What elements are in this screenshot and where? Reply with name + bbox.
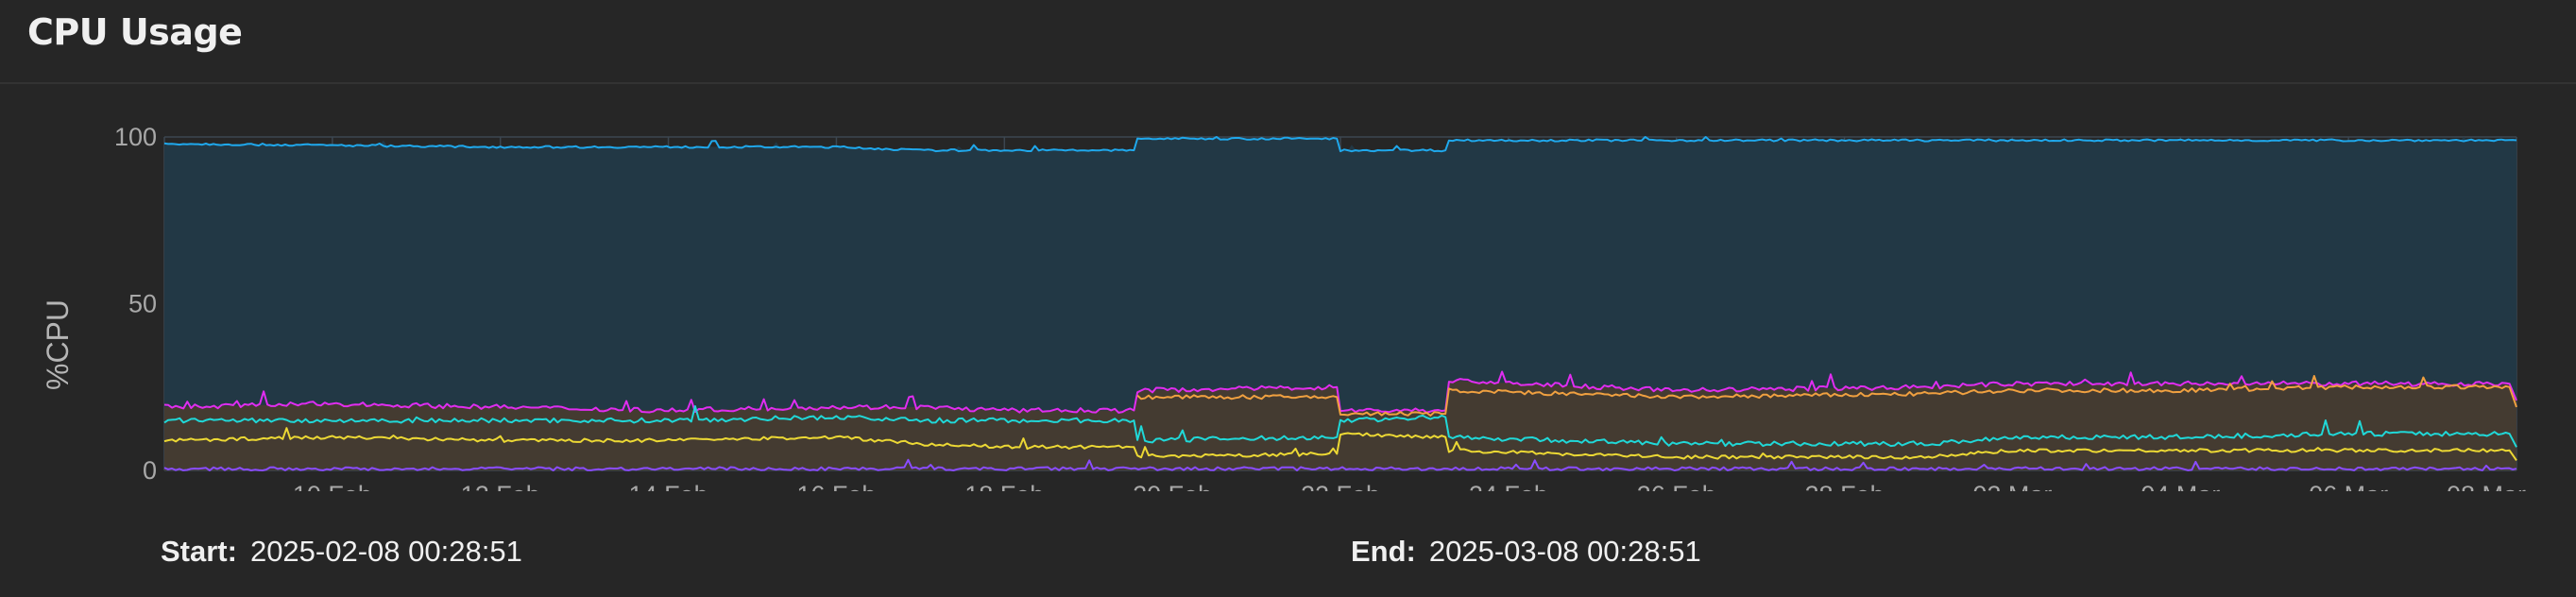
series-line-cyan	[163, 405, 2517, 448]
chart-lines	[163, 136, 2517, 471]
x-tick-label: 02 Mar	[1972, 481, 2052, 491]
series-line-yellow	[163, 427, 2517, 461]
x-tick-label: 26 Feb	[1637, 481, 1716, 491]
y-tick-label: 100	[114, 123, 157, 151]
y-tick-label: 50	[128, 290, 157, 318]
x-tick-label: 28 Feb	[1805, 481, 1885, 491]
y-axis-ticks: 0 50 100	[114, 123, 157, 485]
end-value: 2025-03-08 00:28:51	[1428, 535, 1701, 568]
series-line-magenta	[163, 370, 2517, 414]
series-line-total_line	[163, 136, 2517, 153]
x-tick-label: 14 Feb	[629, 481, 708, 491]
y-axis-label: %CPU	[41, 299, 75, 390]
y-tick-label: 0	[143, 456, 157, 485]
series-line-purple	[163, 458, 2517, 471]
start-value: 2025-02-08 00:28:51	[249, 535, 522, 568]
x-tick-label: 10 Feb	[293, 481, 372, 491]
series-line-orange	[1136, 375, 2517, 417]
panel-header: CPU Usage	[0, 0, 2576, 84]
x-tick-label: 20 Feb	[1133, 481, 1212, 491]
x-tick-label: 18 Feb	[964, 481, 1044, 491]
x-tick-label: 06 Mar	[2309, 481, 2388, 491]
start-label: Start:	[161, 535, 237, 568]
x-tick-label: 12 Feb	[461, 481, 540, 491]
x-tick-label: 22 Feb	[1301, 481, 1380, 491]
end-label: End:	[1351, 535, 1416, 568]
x-tick-label: 24 Feb	[1469, 481, 1548, 491]
x-axis-ticks: 10 Feb 12 Feb 14 Feb 16 Feb 18 Feb 20 Feb 22 F…	[293, 481, 2526, 491]
cpu-usage-chart: 0 50 100 10 Feb 12 Feb 14 Feb 16 Feb 18 Feb 20 …	[41, 123, 2526, 491]
x-tick-label: 16 Feb	[796, 481, 876, 491]
usage-area-fill	[164, 380, 2516, 470]
range-start: Start: 2025-02-08 00:28:51	[161, 535, 522, 569]
panel-title: CPU Usage	[27, 11, 243, 53]
x-tick-label: 08 Mar	[2447, 481, 2526, 491]
range-end: End: 2025-03-08 00:28:51	[1351, 535, 1701, 569]
x-tick-label: 04 Mar	[2141, 481, 2220, 491]
